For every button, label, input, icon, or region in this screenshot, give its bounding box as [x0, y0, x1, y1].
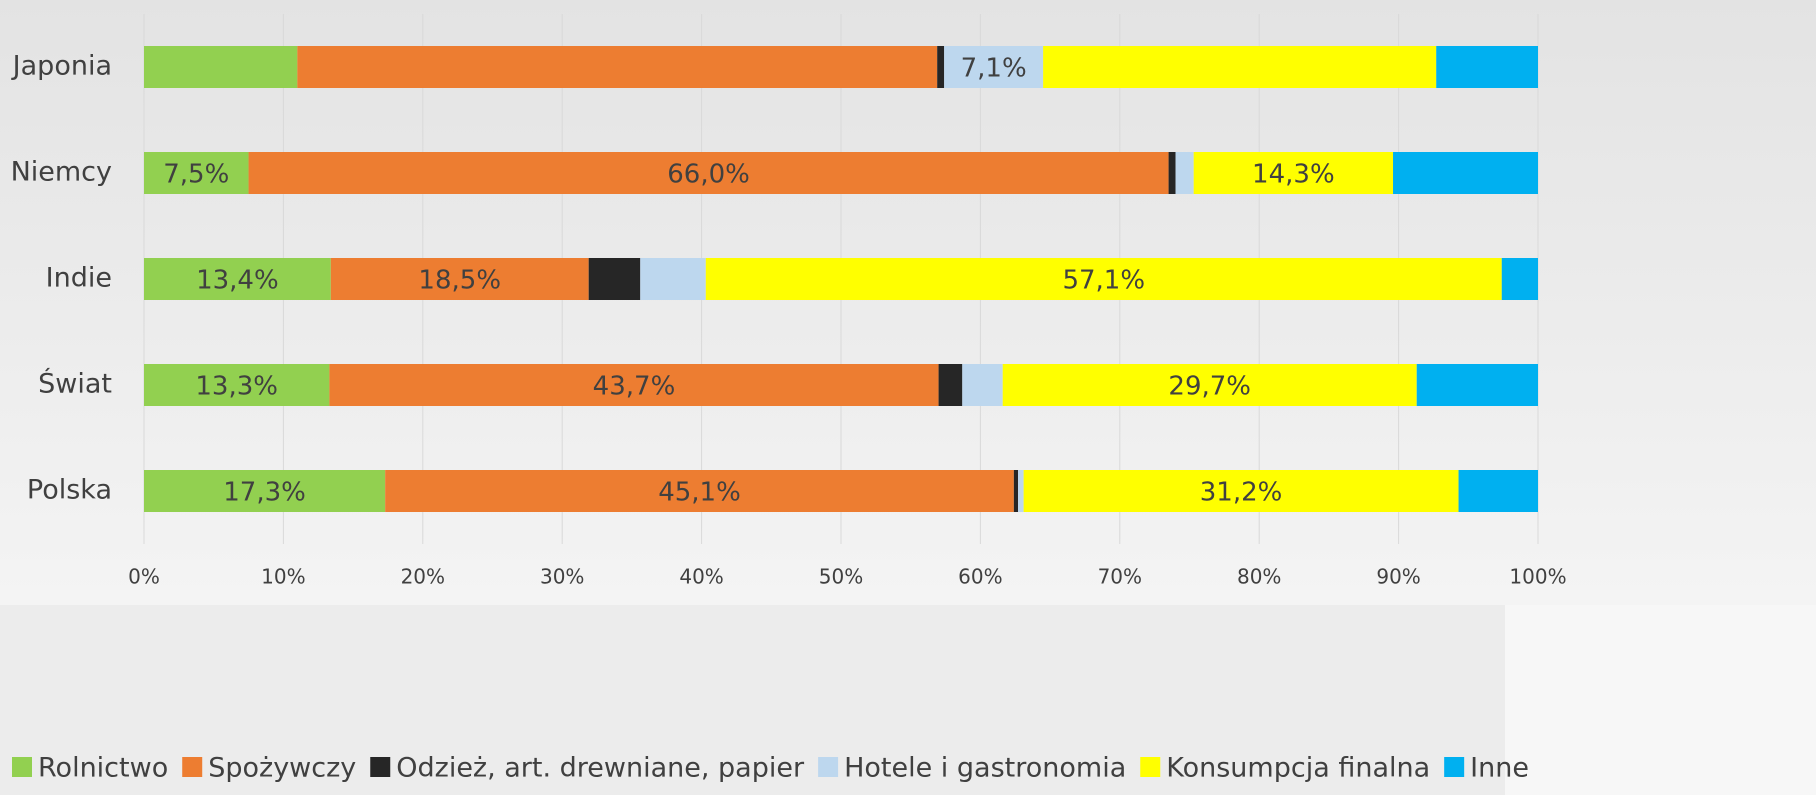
y-tick-label: Polska — [27, 475, 112, 506]
bar-segment — [640, 258, 706, 300]
data-label: 66,0% — [667, 160, 750, 190]
legend-label: Odzież, art. drewniane, papier — [396, 753, 805, 784]
x-tick-label: 20% — [401, 565, 445, 589]
data-label: 29,7% — [1168, 372, 1251, 402]
legend-swatch — [370, 757, 391, 777]
x-tick-label: 90% — [1376, 565, 1420, 589]
bar-segment — [705, 258, 1502, 300]
legend-swatch — [818, 757, 839, 777]
bar-segment — [944, 46, 1044, 88]
legend-label: Hotele i gastronomia — [844, 753, 1126, 784]
bar-segment — [144, 46, 298, 88]
legend-swatch — [1140, 757, 1161, 777]
data-label: 17,3% — [223, 478, 306, 508]
data-label: 14,3% — [1252, 160, 1335, 190]
bar-segment — [1436, 46, 1538, 88]
bar-segment — [330, 258, 589, 300]
data-label: 13,4% — [196, 266, 279, 296]
legend-label: Inne — [1470, 753, 1529, 784]
bar-segment — [144, 152, 249, 194]
plot-background — [0, 0, 1816, 605]
legend-label: Rolnictwo — [38, 753, 168, 784]
bar-segment — [1043, 46, 1437, 88]
legend-swatch — [12, 757, 32, 777]
bar-segment — [1393, 152, 1538, 194]
bar-segment — [1168, 152, 1176, 194]
bar-segment — [588, 258, 641, 300]
x-tick-label: 10% — [261, 565, 305, 589]
data-label: 7,1% — [961, 54, 1027, 84]
bar-segment — [329, 364, 939, 406]
x-tick-label: 70% — [1098, 565, 1142, 589]
legend-label: Konsumpcja finalna — [1166, 753, 1430, 784]
bar-segment — [385, 470, 1014, 512]
bar-segment — [937, 46, 945, 88]
x-tick-label: 30% — [540, 565, 584, 589]
bar-segment — [248, 152, 1169, 194]
y-tick-label: Japonia — [11, 51, 112, 82]
data-label: 31,2% — [1200, 478, 1283, 508]
legend-background — [0, 605, 1505, 795]
bar-segment — [1458, 470, 1538, 512]
y-tick-label: Niemcy — [11, 157, 112, 188]
bar-segment — [1002, 364, 1417, 406]
bar-segment — [297, 46, 938, 88]
x-tick-label: 40% — [679, 565, 723, 589]
bar-segment — [1013, 470, 1019, 512]
bar-segment — [1023, 470, 1459, 512]
data-label: 7,5% — [163, 160, 229, 190]
x-tick-label: 100% — [1509, 565, 1566, 589]
data-label: 45,1% — [658, 478, 741, 508]
x-tick-label: 50% — [819, 565, 863, 589]
y-tick-label: Indie — [46, 263, 112, 294]
bar-segment — [144, 258, 331, 300]
x-tick-label: 0% — [128, 565, 160, 589]
legend-swatch — [182, 757, 203, 777]
legend-swatch — [1444, 757, 1465, 777]
bar-segment — [1193, 152, 1394, 194]
data-label: 43,7% — [593, 372, 676, 402]
bar-segment — [144, 470, 386, 512]
bar-segment — [1416, 364, 1538, 406]
bar-segment — [938, 364, 963, 406]
y-tick-label: Świat — [38, 368, 112, 400]
bar-segment — [1501, 258, 1538, 300]
x-tick-label: 80% — [1237, 565, 1281, 589]
legend-label: Spożywczy — [208, 753, 356, 784]
data-label: 18,5% — [418, 266, 501, 296]
bar-segment — [144, 364, 330, 406]
x-tick-label: 60% — [958, 565, 1002, 589]
bar-segment — [962, 364, 1003, 406]
bar-segment — [1175, 152, 1194, 194]
data-label: 13,3% — [195, 372, 278, 402]
bar-segment — [1018, 470, 1024, 512]
data-label: 57,1% — [1062, 266, 1145, 296]
